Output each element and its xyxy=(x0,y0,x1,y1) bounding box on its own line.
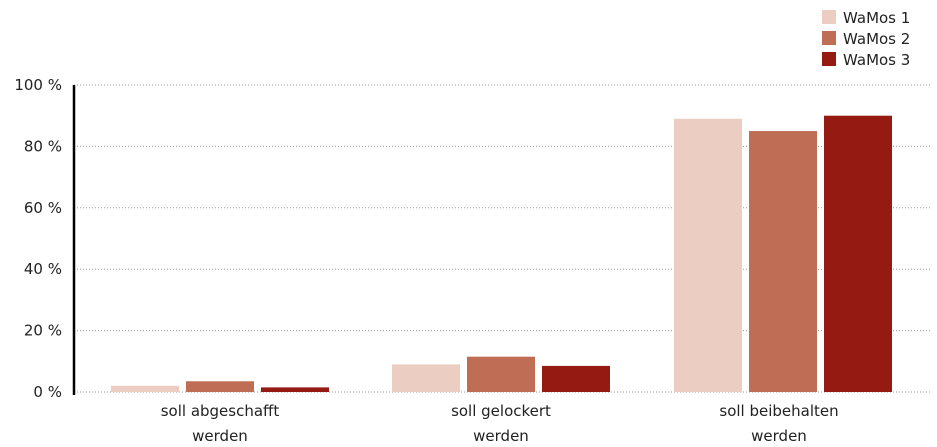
y-tick-label: 40 % xyxy=(24,260,62,278)
y-tick-label: 80 % xyxy=(24,137,62,155)
legend-swatch xyxy=(822,52,836,66)
bar-wamos-1 xyxy=(111,385,179,392)
x-category-label: soll beibehalten xyxy=(719,402,838,420)
x-category-label: werden xyxy=(473,427,529,445)
legend-swatch xyxy=(822,31,836,45)
y-axis-ticks: 0 % 20 % 40 % 60 % 80 % 100 % xyxy=(14,76,62,401)
bars xyxy=(111,115,892,393)
y-tick-label: 60 % xyxy=(24,199,62,217)
bar-wamos-2 xyxy=(749,131,817,393)
bar-wamos-1 xyxy=(392,364,460,392)
legend: WaMos 1 WaMos 2 WaMos 3 xyxy=(822,9,910,69)
bar-wamos-3 xyxy=(261,387,329,392)
x-category-label: werden xyxy=(192,427,248,445)
x-category-label: soll abgeschafft xyxy=(161,402,280,420)
legend-label: WaMos 2 xyxy=(843,30,910,48)
bar-wamos-3 xyxy=(542,365,610,392)
legend-label: WaMos 3 xyxy=(843,51,910,69)
bar-wamos-3 xyxy=(824,115,892,392)
x-category-label: soll gelockert xyxy=(451,402,551,420)
x-category-label: werden xyxy=(751,427,807,445)
y-tick-label: 0 % xyxy=(33,383,62,401)
legend-label: WaMos 1 xyxy=(843,9,910,27)
x-axis-categories: soll abgeschafft werden soll gelockert werd… xyxy=(161,402,839,445)
y-tick-label: 100 % xyxy=(14,76,62,94)
y-tick-label: 20 % xyxy=(24,322,62,340)
bar-wamos-1 xyxy=(674,118,742,393)
legend-swatch xyxy=(822,10,836,24)
bar-wamos-2 xyxy=(186,381,254,392)
bar-wamos-2 xyxy=(467,356,535,392)
